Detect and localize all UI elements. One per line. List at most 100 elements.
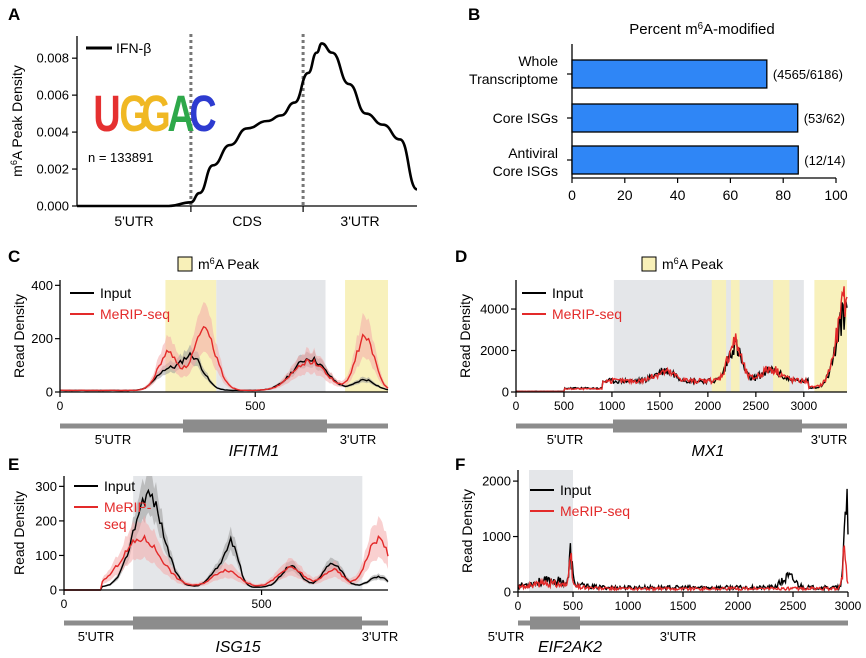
panel-d-peak-legend-swatch [641,256,657,272]
panel-e-legend-label: Input [104,478,135,494]
panel-c-x-tick-label: 0 [57,399,64,413]
panel-a-annotation: n = 133891 [88,150,153,165]
panel-b-x-tick-label: 100 [824,187,848,203]
panel-d-chart: 0 2000 4000 0 500 1000 1500 2000 2500 3000 Read De… [457,256,848,460]
panel-a-motif-letter: A [167,87,194,143]
panel-d-peak-shade [711,280,727,392]
panel-a-region-label: 5'UTR [114,213,153,229]
panel-f-x-tick-label: 3000 [835,599,862,613]
panel-b-category-label: Core ISGs [493,163,558,179]
panel-e-y-tick-label: 200 [35,513,57,528]
panel-b-bar-label: (12/14) [804,153,845,168]
panel-label-d: D [455,247,467,266]
panel-a-y-tick-label: 0.004 [36,125,69,140]
panel-d-x-tick-label: 1500 [647,399,674,413]
panel-f-gene-cds-bar [530,616,580,630]
panel-b-x-tick-label: 20 [617,187,633,203]
panel-f-y-tick-label: 2000 [482,474,511,489]
panel-a-y-tick-label: 0.008 [36,51,69,66]
panel-d-x-tick-label: 3000 [790,399,817,413]
panel-f-gene-name: EIF2AK2 [538,639,602,656]
panel-f-gene-utr-bar [518,620,848,626]
panel-c-cds-shade [216,280,326,392]
panel-c-gene-cds-bar [183,419,327,433]
panel-f-x-tick-label: 1000 [615,599,642,613]
panel-e-legend-label: seq [104,516,127,532]
panel-f-x-tick-label: 2000 [725,599,752,613]
panel-d-x-tick-label: 2500 [743,399,770,413]
panel-b-bar-label: (4565/6186) [773,67,843,82]
panel-c-gene-name: IFITM1 [229,443,280,460]
panel-c-y-tick-label: 200 [31,331,53,346]
panel-f-x-tick-label: 1500 [670,599,697,613]
panel-a-motif-letter: G [119,87,148,143]
panel-e-merip-line [64,534,389,591]
panel-e-y-label: Read Density [11,491,27,575]
panel-c-merip-line [59,325,389,392]
panel-b-bar [571,145,799,175]
panel-e-chart: 0 100 200 300 0 500 Read Density Input MeRIP-seq… [11,476,398,656]
panel-b-x-tick-label: 0 [568,187,576,203]
panel-c-legend-label: MeRIP-seq [100,306,170,322]
panel-a-chart: 0.000 0.002 0.004 0.006 0.008 m6A Peak Densit… [9,34,418,229]
panel-c-legend-label: Input [100,285,131,301]
panel-c-region-5utr: 5'UTR [95,432,131,447]
panel-a-motif-letter: U [93,87,120,143]
panel-f-x-tick-label: 2500 [780,599,807,613]
panel-a-y-tick-label: 0.006 [36,88,69,103]
panel-a-motif-letter: G [141,87,170,143]
panel-d-peak-legend-label: m6A Peak [662,256,724,272]
panel-d-y-tick-label: 0 [502,385,509,400]
panel-d-gene-cds-bar [613,419,802,433]
panel-f-merip-line [517,545,849,592]
panel-f-chart: 0 1000 2000 0 500 1000 1500 2000 2500 3000 Read De… [459,470,862,656]
panel-f-legend-label: Input [560,482,591,498]
panel-d-x-tick-label: 1000 [599,399,626,413]
panel-b-x-tick-label: 40 [670,187,686,203]
panel-a-legend-label: IFN-β [116,40,151,56]
panel-c-merip-band [60,302,388,392]
panel-b-title: Percent m6A-modified [629,21,775,38]
panel-b-category-label: Whole [518,53,558,69]
panel-e-y-tick-label: 0 [50,583,57,598]
panel-d-legend-label: MeRIP-seq [552,306,622,322]
panel-a-motif-letter: C [189,87,216,143]
panel-c-x-tick-label: 500 [245,399,265,413]
panel-f-x-tick-label: 0 [515,599,522,613]
panel-f-region-3utr: 3'UTR [660,629,696,644]
panel-d-x-tick-label: 2000 [695,399,722,413]
panel-label-e: E [8,455,19,474]
panel-a-density-curve [77,42,418,208]
panel-e-input-line [64,488,389,591]
panel-d-legend-label: Input [552,285,583,301]
panel-d-x-tick-label: 500 [554,399,574,413]
panel-a-region-label: 3'UTR [340,213,379,229]
panel-a-region-label: CDS [232,213,262,229]
panel-b-category-label: Core ISGs [493,110,558,126]
panel-f-region-5utr: 5'UTR [488,629,524,644]
panel-label-a: A [8,5,20,24]
panel-e-gene-cds-bar [133,616,362,630]
panel-e-merip-band [64,515,388,590]
panel-e-x-tick-label: 500 [252,597,272,611]
panel-c-y-tick-label: 400 [31,278,53,293]
panel-e-gene-name: ISG15 [215,639,260,656]
panel-e-x-tick-label: 0 [61,597,68,611]
panel-d-region-3utr: 3'UTR [811,432,847,447]
panel-d-y-tick-label: 2000 [480,343,509,358]
panel-b-chart: Percent m6A-modified 0 20 40 60 80 100 (4565/61… [469,21,848,203]
panel-b-bar-label: (53/62) [804,111,845,126]
panel-b-bar [571,59,768,89]
panel-label-f: F [455,455,465,474]
panel-c-chart: 0 200 400 0 500 Read Density Input MeRIP-seq m6A… [11,256,389,460]
panel-d-peak-shade [773,280,790,392]
panel-f-y-label: Read Density [459,489,475,573]
panel-d-y-tick-label: 4000 [480,302,509,317]
panel-f-legend-label: MeRIP-seq [560,503,630,519]
panel-a-y-label: m6A Peak Density [9,65,25,177]
panel-d-merip-line [515,286,848,393]
panel-b-category-label: Antiviral [508,145,558,161]
panel-e-y-tick-label: 100 [35,548,57,563]
panel-d-x-tick-label: 0 [513,399,520,413]
